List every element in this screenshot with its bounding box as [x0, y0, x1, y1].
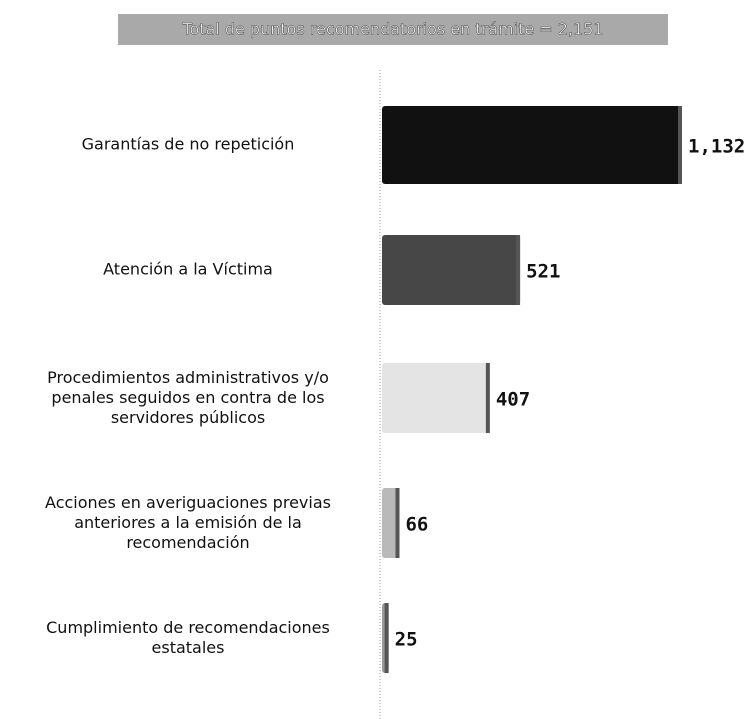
value-label: 1,132: [688, 136, 745, 158]
bar-edge: [678, 106, 682, 184]
bar: [382, 363, 490, 433]
category-label: Acciones en averiguaciones previas anteri…: [45, 493, 331, 552]
value-label: 25: [395, 629, 418, 651]
chart-title: Total de puntos recomendatorios en trámi…: [181, 20, 603, 39]
bar: [382, 488, 400, 558]
category-label: Cumplimiento de recomendaciones estatales: [46, 618, 330, 657]
value-label: 407: [496, 389, 530, 411]
bar-edge: [485, 363, 490, 433]
value-label: 521: [526, 261, 560, 283]
bar-edge: [384, 603, 389, 673]
category-label: Garantías de no repetición: [82, 135, 295, 154]
bar-edge: [516, 235, 521, 305]
bar: [382, 106, 682, 184]
bar: [382, 235, 521, 305]
bar-edge: [395, 488, 400, 558]
category-label: Atención a la Víctima: [103, 260, 273, 279]
value-label: 66: [405, 514, 428, 536]
title-box: [118, 14, 668, 45]
category-label: Procedimientos administrativos y/o penale…: [47, 368, 329, 427]
